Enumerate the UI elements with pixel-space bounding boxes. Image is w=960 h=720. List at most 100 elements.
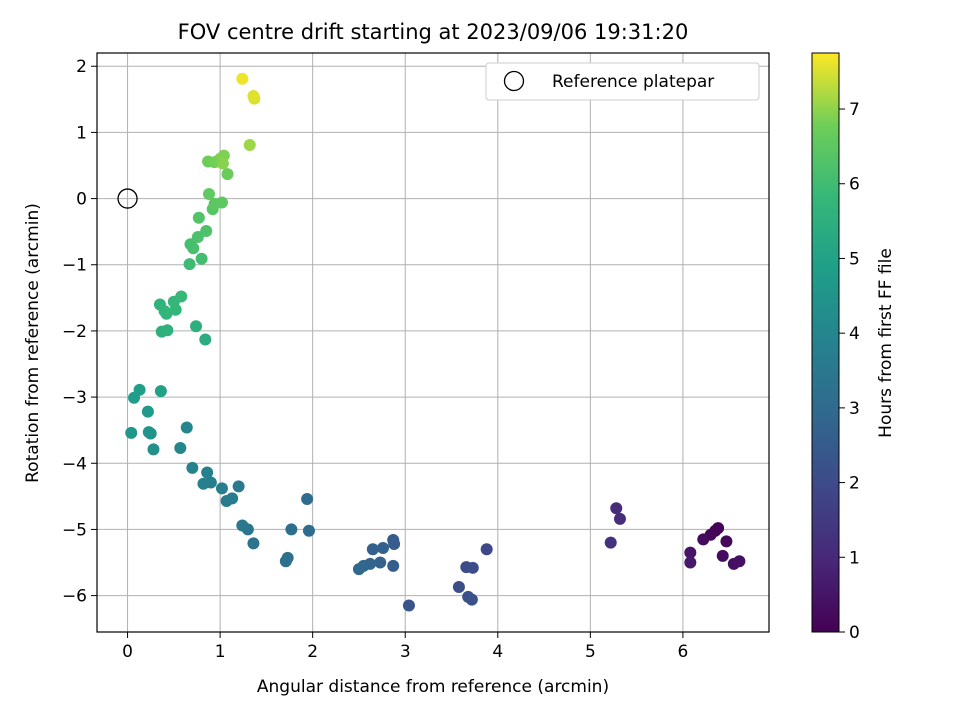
data-point [402,599,415,612]
data-point [154,385,167,398]
data-point [216,157,229,170]
data-point [215,196,228,209]
colorbar: 0 1 2 3 4 5 6 7 Hours from first FF file [811,52,896,643]
data-point [285,523,298,536]
x-tick-label: 4 [492,642,503,662]
data-point [142,426,155,439]
data-point [203,187,215,200]
reference-marker [117,188,138,209]
y-axis: −6 −5 −4 −3 −2 −1 0 1 2 [62,57,97,607]
y-tick-label: 2 [76,57,87,77]
y-tick-label: −5 [62,520,87,540]
data-point [480,543,493,556]
data-point [186,461,199,474]
data-point [243,138,256,151]
chart-title: FOV centre drift starting at 2023/09/06 … [178,20,689,44]
y-tick-label: −6 [62,587,87,607]
data-point [195,252,208,265]
colorbar-tick-label: 1 [849,548,860,568]
data-point [720,535,733,548]
y-tick-label: −1 [62,256,87,276]
colorbar-tick-label: 2 [849,474,860,494]
y-tick-label: −4 [62,454,87,474]
data-point [733,555,746,568]
data-point [197,477,210,490]
y-axis-label: Rotation from reference (arcmin) [23,203,43,483]
colorbar-tick-label: 6 [849,175,860,195]
y-tick-label: 0 [76,190,87,210]
x-tick-label: 2 [307,642,318,662]
data-point [161,324,174,337]
y-tick-label: −3 [62,388,87,408]
data-point [201,466,214,479]
data-point [232,480,245,493]
data-point [236,519,249,532]
colorbar-tick-label: 4 [849,324,860,344]
data-point [247,90,260,103]
x-tick-label: 0 [122,642,133,662]
data-point [174,442,187,455]
data-point [190,320,203,333]
legend-box [485,62,760,101]
data-point [302,524,315,537]
data-point [301,492,314,505]
data-point [192,211,205,224]
data-point [215,482,228,495]
data-point [684,556,697,569]
data-point [604,536,617,549]
data-point [200,225,213,238]
colorbar-tick-label: 7 [849,100,860,120]
y-tick-label: −2 [62,322,87,342]
data-point [377,541,390,554]
data-point [187,242,200,255]
y-tick-label: 1 [76,123,87,143]
reference-point [117,188,138,209]
data-point [697,533,710,546]
x-tick-label: 5 [585,642,596,662]
data-point [141,405,154,418]
data-point [160,307,173,320]
data-point [175,290,188,303]
data-point [466,561,479,574]
data-point [220,494,233,507]
x-tick-label: 6 [678,642,689,662]
data-point [247,537,260,550]
data-point [388,537,401,550]
colorbar-ticks: 0 1 2 3 4 5 6 7 [839,100,860,643]
data-point [236,72,249,85]
data-point [183,258,196,271]
x-tick-label: 3 [400,642,411,662]
data-point [610,502,623,515]
colorbar-label: Hours from first FF file [876,248,896,438]
data-point [716,549,729,562]
data-point [180,421,193,434]
x-tick-label: 1 [215,642,226,662]
colorbar-tick-label: 0 [849,623,860,643]
data-point [133,383,146,396]
data-point [352,563,365,576]
data-point [279,555,292,568]
data-point [613,512,626,525]
data-point [452,581,465,594]
data-points [125,72,746,612]
data-point [465,593,478,606]
x-axis: 0 1 2 3 4 5 6 [122,632,688,662]
x-axis-label: Angular distance from reference (arcmin) [257,677,609,697]
data-point [221,168,234,181]
data-point [125,426,138,439]
plot-area-frame [96,52,770,633]
data-point [374,556,387,569]
legend-entry-reference: Reference platepar [552,72,714,92]
colorbar-tick-label: 3 [849,399,860,419]
data-point [199,333,212,346]
data-point [191,230,204,243]
data-point [366,543,379,556]
data-point [387,559,400,572]
data-point [147,443,160,456]
legend-marker-icon [503,70,525,92]
grid-lines [97,53,769,632]
colorbar-tick-label: 5 [849,249,860,269]
colorbar-gradient [811,52,840,633]
legend: Reference platepar [485,62,760,101]
